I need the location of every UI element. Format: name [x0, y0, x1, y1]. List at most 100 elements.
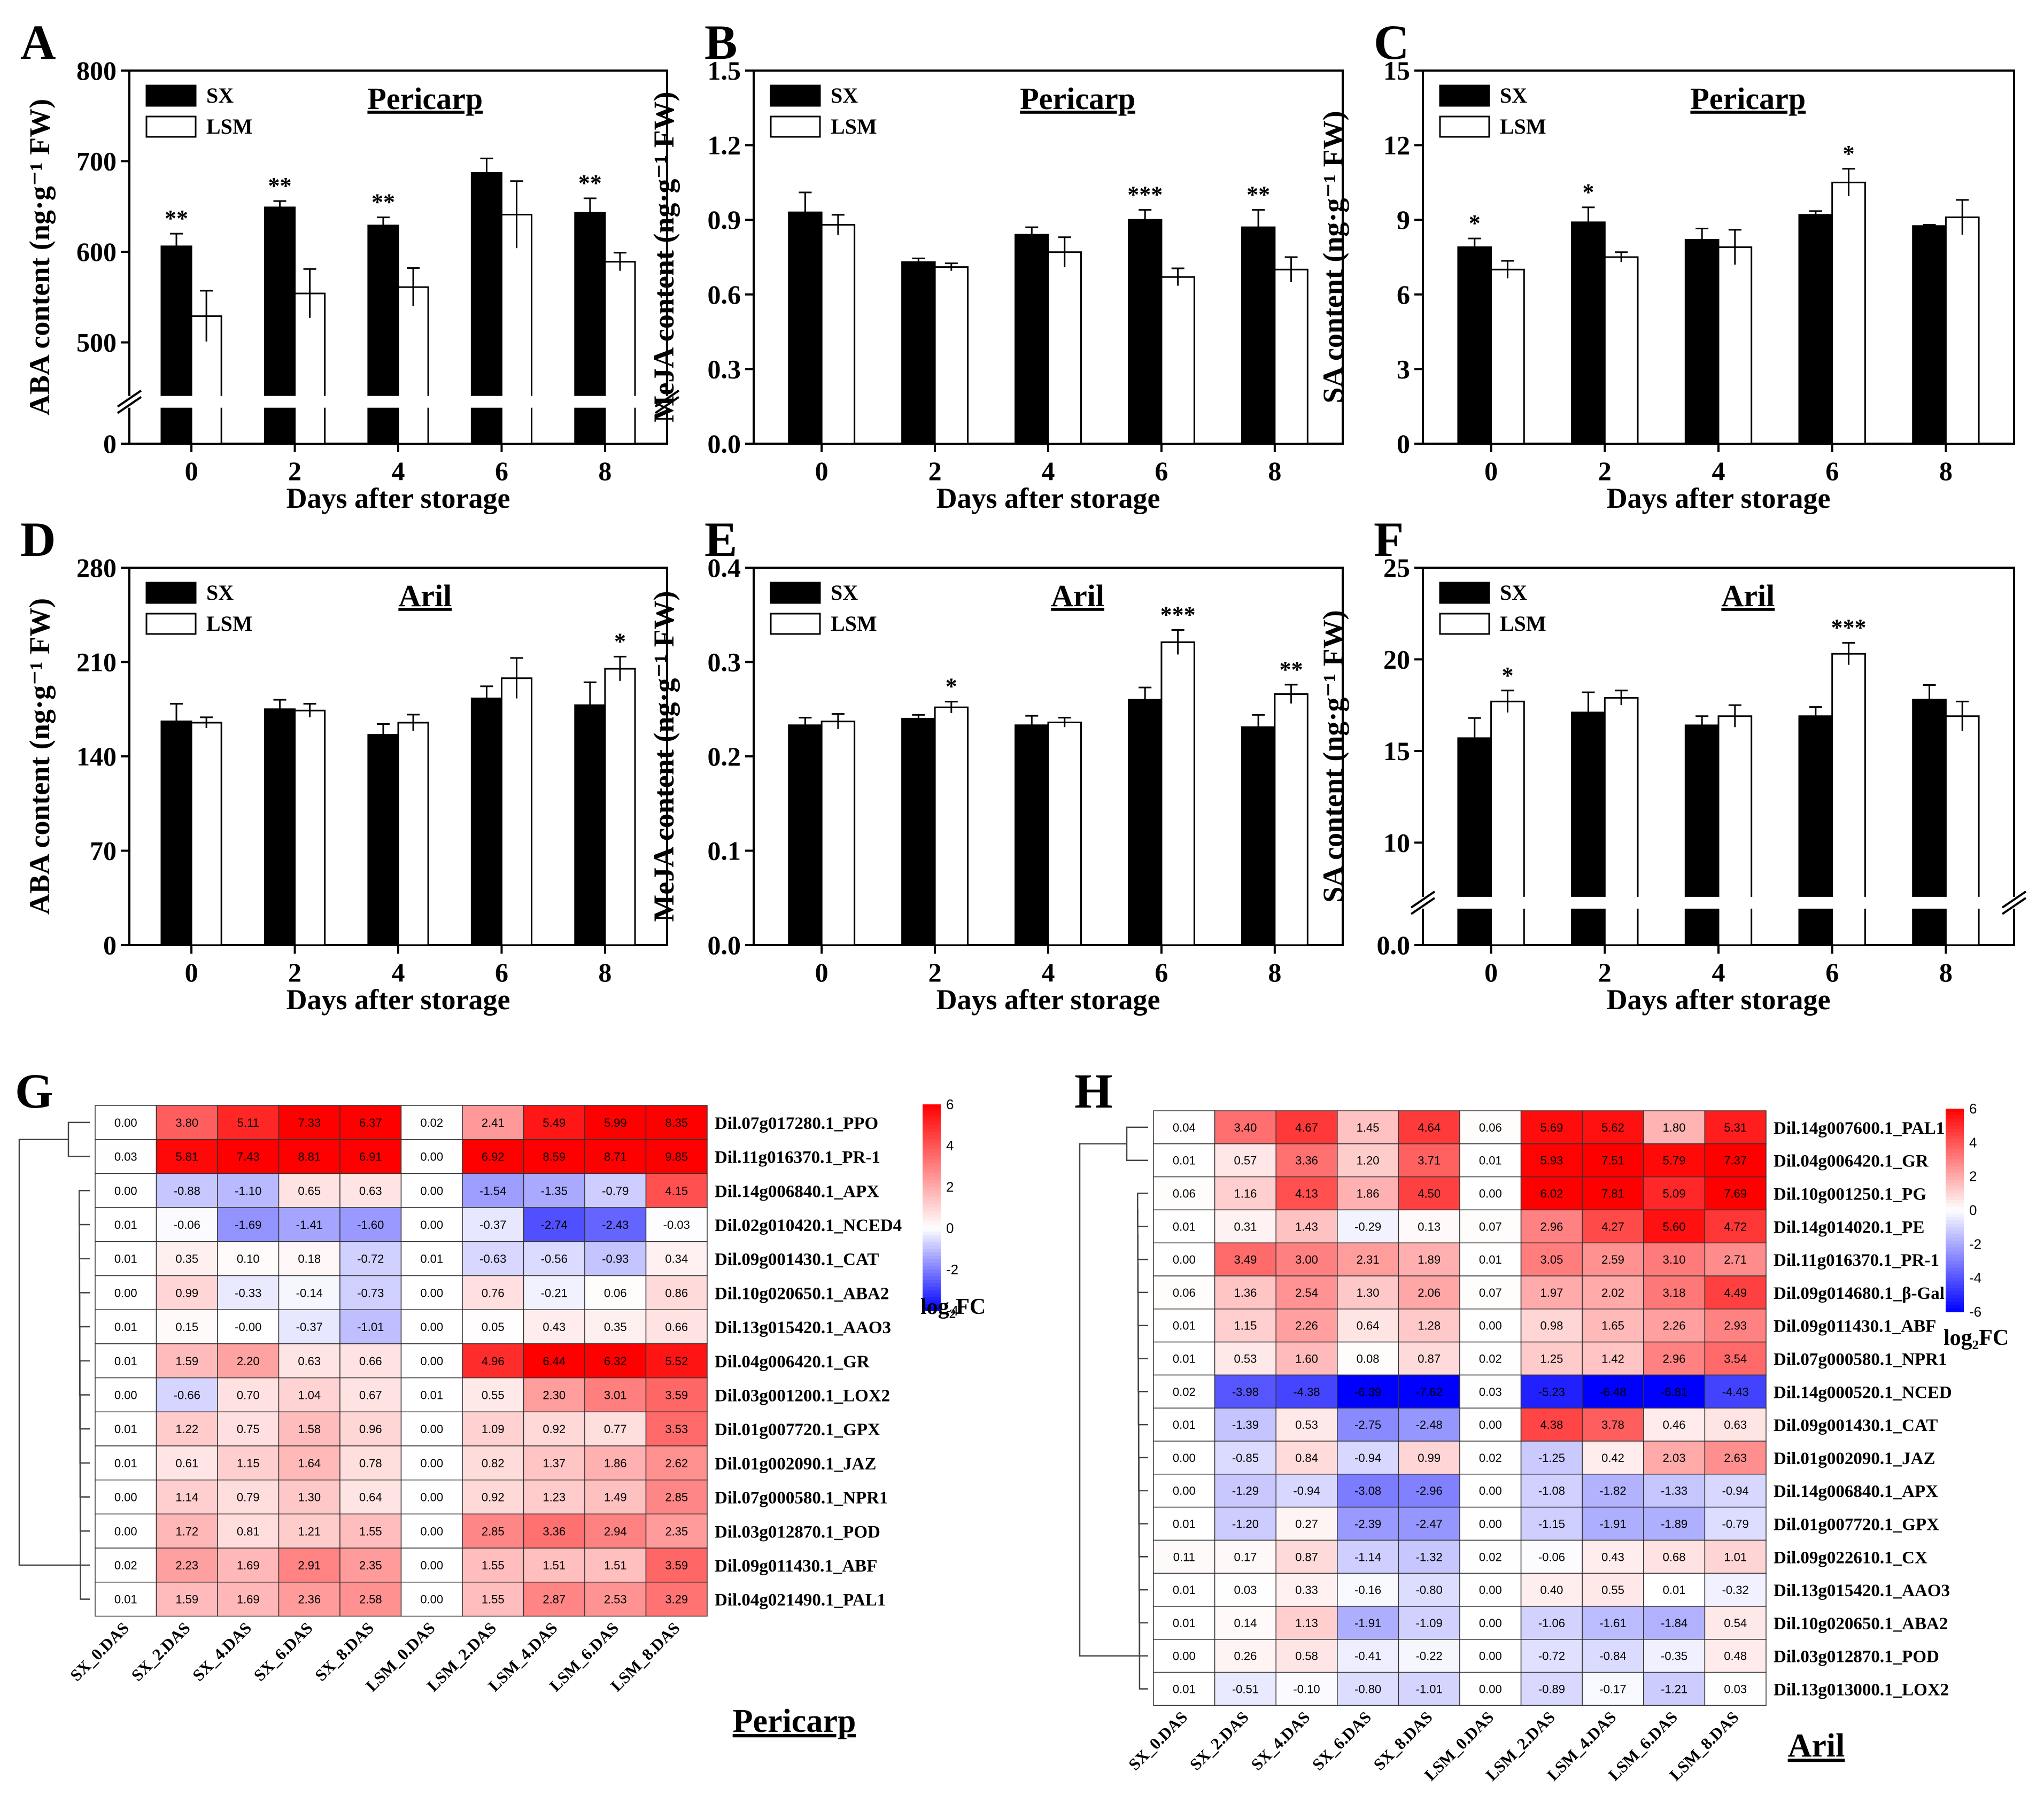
- chart-title: Aril: [1721, 578, 1775, 613]
- y-axis-label: ABA content (ng·g⁻¹ FW): [24, 99, 56, 415]
- cell-value: 1.51: [543, 1559, 566, 1572]
- heatmap-cell: [1459, 1209, 1522, 1243]
- colorbar-segment: [923, 1190, 941, 1195]
- x-tick-label: 0: [185, 456, 198, 486]
- cell-value: -0.72: [1538, 1650, 1565, 1663]
- cell-value: -1.69: [235, 1218, 261, 1232]
- colorbar-segment: [1946, 1129, 1964, 1133]
- bar-lsm: [1047, 721, 1082, 946]
- heatmap-cell: [1337, 1110, 1399, 1144]
- heatmap-cell: [1398, 1606, 1460, 1640]
- colorbar-segment: [1946, 1163, 1964, 1167]
- heatmap-cell: [400, 1445, 463, 1481]
- heatmap-cell: [584, 1343, 647, 1379]
- cell-value: 1.30: [1357, 1286, 1380, 1299]
- colorbar-segment: [1946, 1152, 1964, 1157]
- legend-swatch-sx: [145, 582, 197, 604]
- colorbar-segment: [1946, 1267, 1964, 1272]
- x-tick-label: 2: [928, 456, 942, 486]
- cell-value: 3.18: [1663, 1286, 1686, 1299]
- legend-label: LSM: [1500, 612, 1546, 636]
- cell-value: 0.00: [420, 1422, 443, 1436]
- row-label: Dil.14g014020.1_PE: [1774, 1218, 1924, 1237]
- cell-value: 0.46: [1663, 1418, 1686, 1431]
- heatmap-cell: [645, 1377, 708, 1413]
- colorbar-segment: [1946, 1159, 1964, 1164]
- cell-value: 0.03: [1724, 1683, 1747, 1696]
- cell-value: -1.15: [1538, 1518, 1565, 1531]
- cell-value: 2.54: [1295, 1286, 1318, 1299]
- cell-value: 1.80: [1663, 1121, 1686, 1134]
- cell-value: 3.01: [604, 1388, 627, 1402]
- cell-value: 0.02: [1173, 1385, 1196, 1398]
- x-tick-label: 8: [598, 957, 611, 987]
- cell-value: 1.55: [359, 1525, 382, 1538]
- y-tick-label: 10: [1383, 827, 1410, 857]
- cell-value: -1.35: [541, 1184, 568, 1197]
- heatmap-cell: [1643, 1176, 1706, 1211]
- bar-sx: [1571, 221, 1606, 445]
- legend-swatch-sx: [1439, 582, 1490, 604]
- column-label: SX_6.DAS: [250, 1619, 316, 1685]
- panel-label: F: [1374, 512, 1404, 567]
- colorbar-segment: [1946, 1119, 1964, 1123]
- dendrogram-branch: [1137, 1193, 1148, 1227]
- dendrogram-branch: [79, 1327, 90, 1396]
- column-label: SX_0.DAS: [1125, 1708, 1191, 1774]
- cell-value: 0.79: [237, 1491, 260, 1504]
- cell-value: -5.23: [1538, 1385, 1565, 1398]
- cell-value: -6.39: [1354, 1385, 1381, 1398]
- y-axis-label: SA content (ng·g⁻¹ FW): [1317, 610, 1349, 902]
- legend-swatch-sx: [145, 84, 197, 107]
- heatmap-cell: [339, 1411, 402, 1446]
- colorbar-segment: [1946, 1254, 1964, 1258]
- cell-value: -2.48: [1416, 1418, 1443, 1431]
- cell-value: 0.86: [665, 1286, 688, 1299]
- cell-value: -1.84: [1661, 1616, 1687, 1630]
- bar-lsm: [500, 214, 533, 445]
- heatmap-cell: [1704, 1573, 1767, 1607]
- colorbar-segment: [1946, 1234, 1964, 1238]
- cell-value: 0.07: [1479, 1220, 1502, 1233]
- cell-value: 0.00: [420, 1355, 443, 1368]
- dendrogram-branch: [1137, 1294, 1148, 1359]
- cell-value: 0.00: [420, 1286, 443, 1299]
- cell-value: 4.96: [482, 1355, 505, 1368]
- legend-label: SX: [1500, 83, 1527, 107]
- cell-value: 7.69: [1724, 1187, 1747, 1201]
- cell-value: 0.01: [1479, 1154, 1502, 1167]
- heatmap-cell: [523, 1105, 585, 1140]
- row-label: Dil.10g020650.1_ABA2: [715, 1284, 889, 1303]
- row-label: Dil.01g002090.1_JAZ: [715, 1454, 877, 1474]
- heatmap-cell: [1214, 1209, 1276, 1243]
- colorbar-segment: [923, 1180, 941, 1184]
- cell-value: 0.64: [1357, 1319, 1380, 1333]
- heatmap-cell: [1398, 1341, 1460, 1376]
- cell-value: 1.21: [298, 1525, 321, 1538]
- heatmap-cell: [95, 1445, 157, 1481]
- bar-sx: [1241, 726, 1276, 946]
- heatmap-cell: [523, 1241, 585, 1276]
- cell-value: 1.97: [1540, 1286, 1563, 1299]
- x-tick-label: 4: [392, 456, 405, 486]
- dendrogram-branch: [1137, 1234, 1148, 1294]
- heatmap-cell: [278, 1139, 340, 1174]
- heatmap-cell: [1582, 1474, 1644, 1508]
- colorbar-segment: [1946, 1298, 1964, 1302]
- cell-value: -0.06: [174, 1218, 200, 1232]
- bar-sx: [1127, 699, 1163, 946]
- cell-value: 0.06: [604, 1286, 627, 1299]
- heatmap-cell: [1337, 1441, 1399, 1475]
- heatmap-cell: [1275, 1209, 1338, 1243]
- cell-value: 4.67: [1295, 1121, 1318, 1134]
- heatmap-cell: [1398, 1374, 1460, 1409]
- heatmap-cell: [1582, 1341, 1644, 1376]
- colorbar-segment: [923, 1115, 941, 1119]
- cell-value: 0.01: [114, 1252, 137, 1266]
- colorbar-segment: [923, 1269, 941, 1274]
- cell-value: 2.20: [237, 1355, 260, 1368]
- heatmap-cell: [217, 1173, 280, 1208]
- cell-value: 1.15: [1234, 1319, 1257, 1333]
- heatmap-cell: [462, 1377, 524, 1413]
- cell-value: 3.10: [1663, 1253, 1686, 1266]
